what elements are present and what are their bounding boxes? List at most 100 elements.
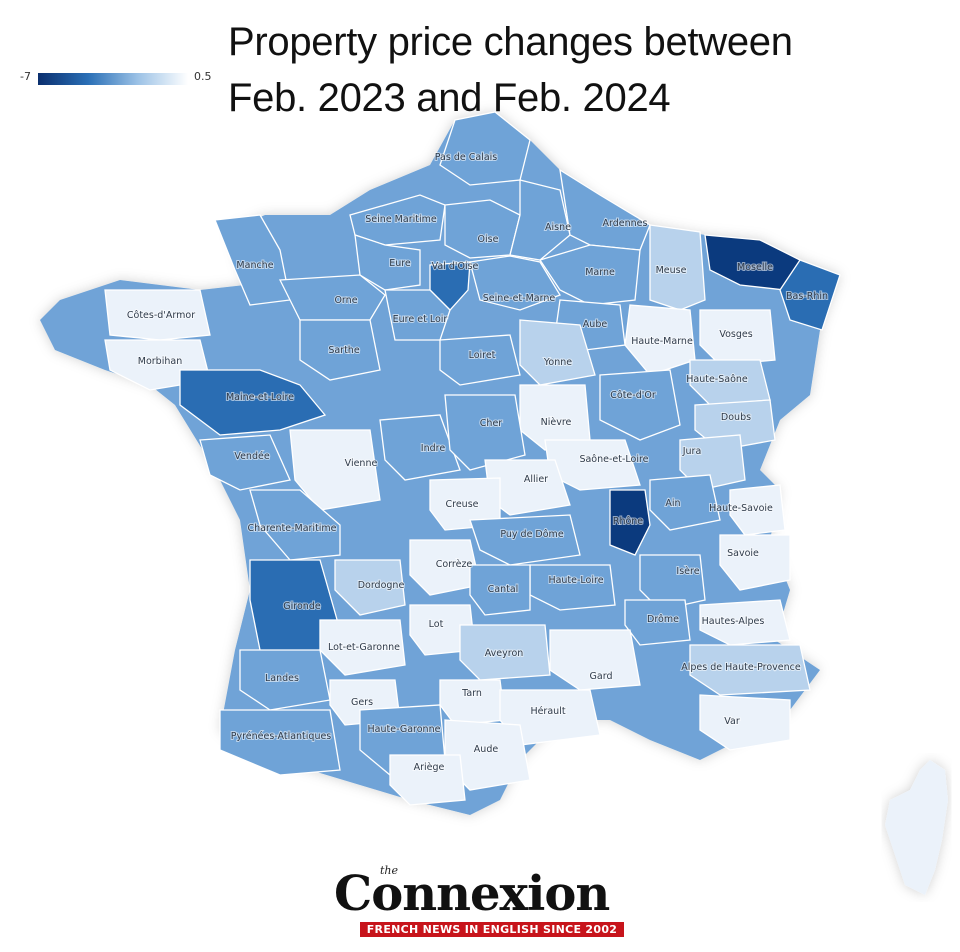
label-yonne: Yonne — [543, 357, 572, 368]
label-haute-marne: Haute-Marne — [631, 336, 693, 347]
label-savoie: Savoie — [727, 548, 759, 559]
department-lot — [409, 604, 476, 656]
department-oise — [444, 199, 521, 259]
department-puy-de-dome — [469, 514, 581, 566]
department-tarn — [439, 679, 506, 726]
label-nievre: Nièvre — [541, 417, 572, 428]
department-vienne — [289, 429, 381, 511]
label-vosges: Vosges — [719, 329, 752, 340]
corsica-island — [885, 760, 948, 895]
department-rhone — [609, 489, 651, 556]
label-haute-loire: Haute-Loire — [548, 575, 603, 586]
logo-name-text: Connexion — [334, 866, 610, 922]
department-haute-marne — [624, 304, 696, 376]
label-var: Var — [724, 716, 740, 727]
label-isere: Isère — [676, 566, 699, 577]
label-gers: Gers — [351, 697, 373, 708]
department-val-d-oise — [429, 261, 471, 311]
label-morbihan: Morbihan — [138, 356, 182, 367]
label-oise: Oise — [478, 234, 499, 245]
department-loiret — [439, 334, 521, 386]
label-drome: Drôme — [647, 614, 679, 625]
department-correze — [409, 539, 481, 596]
department-alpes-de-haute-provence — [689, 644, 811, 696]
label-maine-et-loire: Maine-et-Loire — [226, 392, 294, 403]
label-ariege: Ariège — [414, 762, 445, 773]
label-eure: Eure — [389, 258, 411, 269]
label-saone-et-loire: Saône-et-Loire — [579, 454, 648, 465]
logo-the-text: the — [380, 864, 399, 877]
department-cotes-d-armor — [104, 289, 211, 341]
department-charente-maritime — [249, 489, 341, 561]
department-hautes-alpes — [699, 599, 791, 646]
department-bas-rhin — [779, 259, 841, 331]
label-bas-rhin: Bas-Rhin — [786, 291, 828, 302]
department-seine-et-marne — [469, 255, 561, 311]
label-allier: Allier — [524, 474, 548, 485]
label-alpes-de-haute-provence: Alpes de Haute-Provence — [681, 662, 801, 673]
label-tarn: Tarn — [461, 688, 482, 699]
label-creuse: Creuse — [446, 499, 479, 510]
department-cote-d-or — [599, 369, 681, 441]
department-gard — [549, 629, 641, 691]
label-eure-et-loir: Eure et Loir — [393, 314, 448, 325]
label-lot-et-garonne: Lot-et-Garonne — [328, 642, 400, 653]
label-haute-garonne: Haute-Garonne — [368, 724, 441, 735]
label-doubs: Doubs — [721, 412, 751, 423]
label-moselle: Moselle — [737, 262, 773, 273]
department-ain — [649, 474, 721, 531]
label-herault: Hérault — [530, 706, 565, 717]
label-jura: Jura — [682, 446, 702, 457]
department-marne — [538, 244, 641, 306]
label-meuse: Meuse — [656, 265, 687, 276]
department-sarthe — [299, 319, 381, 381]
label-correze: Corrèze — [436, 559, 473, 570]
department-cantal — [469, 564, 531, 616]
department-landes — [239, 649, 331, 711]
label-pas-de-calais: Pas de Calais — [435, 152, 498, 163]
legend-max-label: 0.5 — [194, 70, 212, 83]
map-title: Property price changes between Feb. 2023… — [228, 14, 793, 126]
label-sarthe: Sarthe — [328, 345, 360, 356]
department-yonne — [519, 319, 596, 386]
department-drome — [624, 599, 691, 646]
label-seine-maritime: Seine Maritime — [365, 214, 437, 225]
label-loiret: Loiret — [469, 350, 496, 361]
label-manche: Manche — [236, 260, 273, 271]
department-orne — [278, 274, 386, 321]
label-marne: Marne — [585, 267, 615, 278]
label-pyrenees-atlantiques: Pyrénées-Atlantiques — [231, 731, 332, 742]
label-dordogne: Dordogne — [358, 580, 405, 591]
label-cantal: Cantal — [488, 584, 519, 595]
department-aveyron — [459, 624, 551, 681]
department-lot-et-garonne — [319, 619, 406, 676]
label-vienne: Vienne — [345, 458, 378, 469]
label-vendee: Vendée — [234, 451, 270, 462]
label-hautes-alpes: Hautes-Alpes — [702, 616, 765, 627]
label-val-d-oise: Val d'Oise — [432, 261, 479, 272]
label-cotes-d-armor: Côtes-d'Armor — [127, 310, 195, 321]
legend-min-label: -7 — [20, 70, 31, 83]
department-maine-et-loire — [179, 369, 327, 436]
department-vendee — [199, 434, 291, 491]
color-legend: -7 0.5 — [20, 70, 212, 90]
label-indre: Indre — [421, 443, 446, 454]
label-aube: Aube — [583, 319, 608, 330]
label-aveyron: Aveyron — [485, 648, 524, 659]
label-charente-maritime: Charente-Maritime — [247, 523, 336, 534]
label-cote-d-or: Côte-d'Or — [610, 390, 656, 401]
label-orne: Orne — [334, 295, 357, 306]
label-rhone: Rhône — [613, 516, 643, 527]
title-line-1: Property price changes between — [228, 20, 793, 64]
label-ardennes: Ardennes — [603, 218, 648, 229]
department-indre — [379, 414, 461, 481]
department-haute-savoie — [729, 484, 786, 536]
legend-gradient-bar — [38, 73, 188, 85]
department-eure-et-loir — [384, 289, 451, 341]
label-puy-de-dome: Puy de Dôme — [500, 529, 564, 540]
label-gard: Gard — [590, 671, 613, 682]
label-cher: Cher — [480, 418, 502, 429]
label-haute-saone: Haute-Saône — [686, 374, 748, 385]
label-seine-et-marne: Seine-et-Marne — [483, 293, 556, 304]
